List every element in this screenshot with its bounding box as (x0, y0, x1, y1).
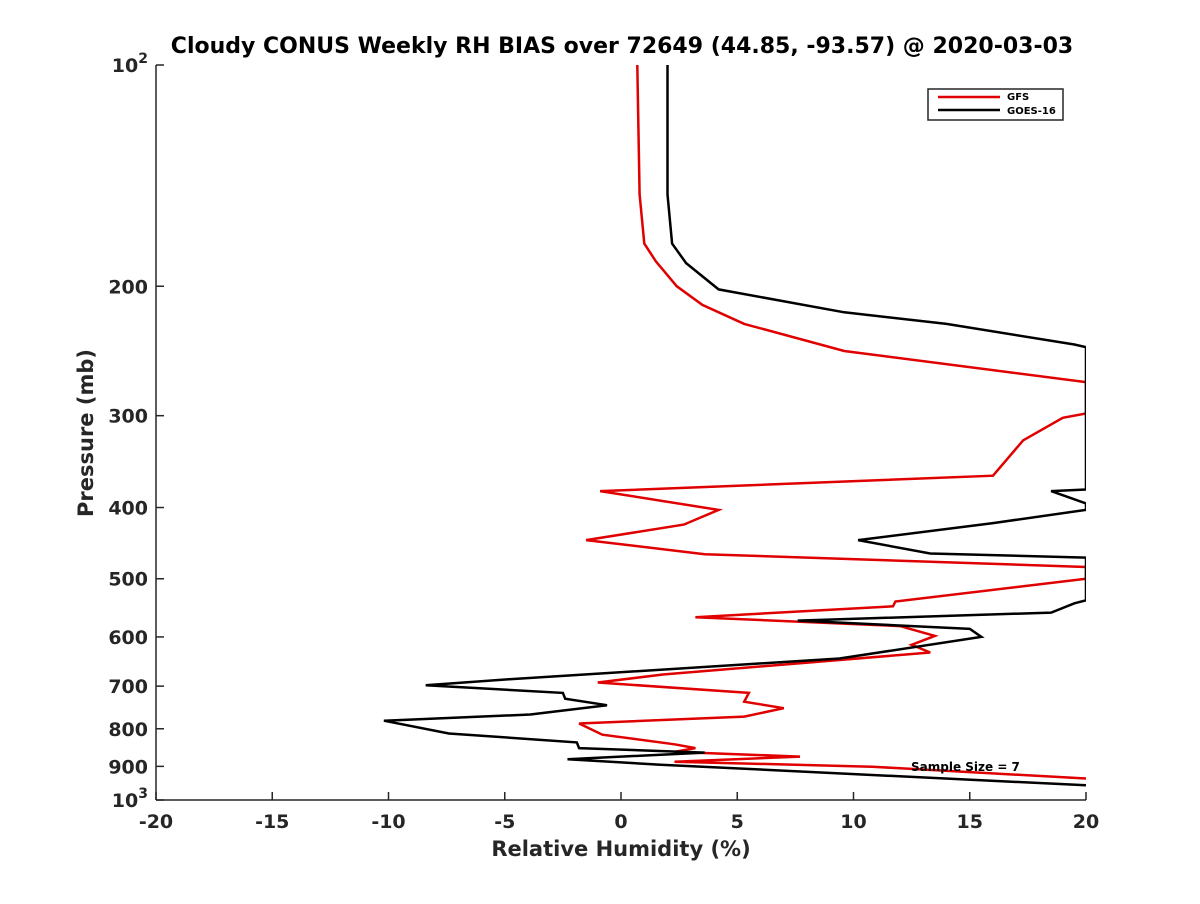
sample-size-annotation: Sample Size = 7 (911, 760, 1020, 774)
series-line-goes16 (383, 65, 1086, 787)
x-tick-label: 5 (731, 811, 744, 833)
y-tick-label: 500 (108, 569, 148, 591)
x-tick-label: 10 (840, 811, 866, 833)
y-tick-label: 102 (112, 51, 148, 77)
x-tick-label: 20 (1073, 811, 1099, 833)
y-ticks: 102 200 300 400 500 600 700 800 900 103 (108, 51, 164, 812)
legend-label-goes16: GOES-16 (1007, 106, 1056, 117)
y-tick-label: 200 (108, 276, 148, 298)
legend-label-gfs: GFS (1007, 92, 1029, 103)
y-tick-label: 700 (108, 676, 148, 698)
x-ticks: -20 -15 -10 -5 0 5 10 15 20 (139, 792, 1099, 833)
y-tick-label: 900 (108, 756, 148, 778)
y-tick-label: 400 (108, 498, 148, 520)
x-tick-label: -20 (139, 811, 173, 833)
x-tick-label: -15 (255, 811, 289, 833)
x-tick-label: 0 (614, 811, 627, 833)
chart-legend: GFS GOES-16 (927, 88, 1064, 121)
x-tick-label: 15 (957, 811, 983, 833)
y-tick-label: 600 (108, 627, 148, 649)
x-axis-label: Relative Humidity (%) (491, 837, 750, 861)
legend-box (927, 88, 1064, 121)
y-tick-label: 800 (108, 719, 148, 741)
series-layer (383, 65, 1086, 787)
x-tick-label: -5 (494, 811, 515, 833)
series-line-gfs (578, 65, 1086, 780)
y-axis-label: Pressure (mb) (74, 349, 98, 517)
x-tick-label: -10 (371, 811, 405, 833)
chart-title: Cloudy CONUS Weekly RH BIAS over 72649 (… (171, 34, 1073, 59)
y-tick-label: 300 (108, 406, 148, 428)
y-tick-label: 103 (112, 786, 148, 812)
